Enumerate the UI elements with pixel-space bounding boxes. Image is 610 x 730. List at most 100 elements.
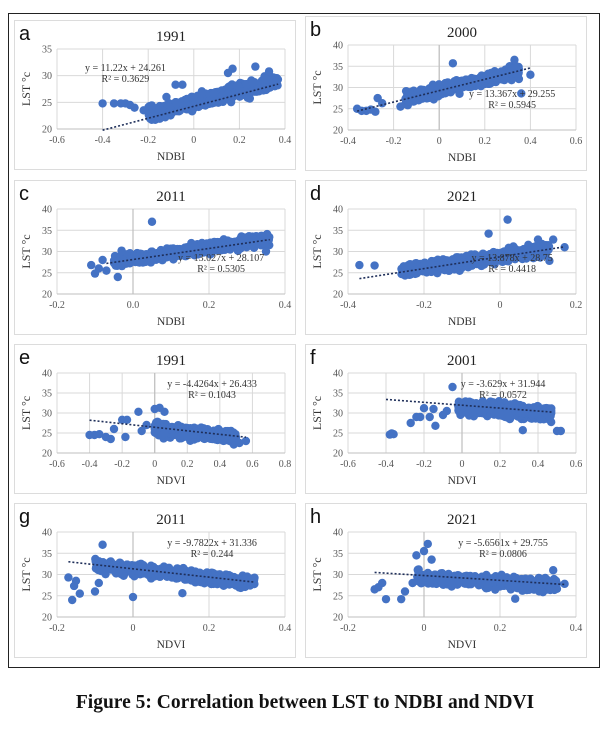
x-tick-label: 0.4: [570, 623, 583, 634]
data-point: [511, 594, 520, 603]
x-axis-label: NDBI: [157, 316, 185, 328]
panel-letter-f: f: [310, 347, 316, 369]
y-axis-label: LST °c: [310, 234, 324, 268]
x-axis-label: NDVI: [157, 639, 186, 651]
y-tick-label: 20: [333, 126, 343, 137]
chart-title: 2021: [447, 512, 477, 528]
data-point: [95, 430, 104, 439]
x-tick-label: 0.0: [127, 300, 140, 311]
trendline: [359, 245, 565, 280]
y-tick-label: 30: [333, 247, 343, 258]
data-point: [381, 594, 391, 604]
data-point: [87, 260, 96, 270]
data-point: [522, 581, 531, 591]
y-tick-label: 30: [42, 570, 52, 581]
data-point: [474, 405, 484, 415]
data-point: [206, 250, 215, 259]
data-point: [412, 269, 421, 278]
data-point: [157, 251, 166, 260]
y-tick-label: 40: [42, 528, 52, 539]
data-point: [162, 244, 172, 253]
data-point: [232, 81, 242, 90]
data-point: [437, 576, 446, 585]
x-tick-label: 0.4: [532, 459, 545, 470]
data-point: [171, 80, 180, 89]
data-point: [264, 67, 274, 76]
data-point: [371, 107, 380, 116]
x-tick-label: 0.4: [214, 459, 227, 470]
data-point: [102, 266, 111, 275]
data-point: [190, 243, 199, 253]
x-tick-label: 0.4: [279, 135, 292, 146]
data-point: [264, 232, 274, 242]
x-tick-label: 0.8: [279, 459, 292, 470]
data-point: [121, 432, 130, 442]
chart-panel-a: a 1991 20 25 30 35 -0.6 -0.4 -0.2 0 0.2 0.4 NDBI LST …: [14, 20, 296, 170]
data-point: [213, 239, 223, 248]
y-tick-label: 40: [333, 41, 343, 52]
data-point: [209, 89, 219, 98]
data-point: [94, 264, 104, 273]
y-tick-label: 25: [333, 429, 343, 440]
data-point: [109, 99, 119, 108]
data-point: [412, 551, 421, 560]
data-point: [560, 579, 569, 589]
data-point: [162, 92, 171, 102]
x-tick-label: -0.2: [416, 300, 432, 311]
data-point: [503, 215, 512, 224]
x-tick-label: -0.4: [82, 459, 98, 470]
data-point: [517, 89, 526, 98]
data-point: [233, 574, 243, 583]
y-tick-label: 40: [333, 528, 343, 539]
y-tick-label: 30: [333, 83, 343, 94]
data-point: [213, 434, 222, 443]
chart-h: 2021 20 25 30 35 40 -0.2 0 0.2 0.4 NDVI LST °c y = -…: [310, 512, 583, 651]
data-point: [496, 252, 505, 261]
r-squared-label: R² = 0.0572: [479, 390, 527, 401]
data-point: [119, 255, 128, 265]
y-tick-label: 35: [42, 45, 52, 56]
data-point: [134, 407, 143, 416]
data-point: [167, 252, 176, 261]
data-point: [442, 406, 451, 416]
chart-panel-g: g 2011 20 25 30 35 40 -0.2 0 0.2 0.4 NDVI LST °c y = …: [14, 503, 296, 658]
chart-title: 2000: [447, 25, 477, 41]
data-point: [429, 404, 438, 414]
data-point: [113, 272, 123, 282]
y-tick-label: 30: [333, 409, 343, 420]
y-tick-label: 25: [333, 591, 343, 602]
x-tick-label: 0.2: [494, 459, 507, 470]
x-tick-label: 0.2: [203, 623, 216, 634]
y-tick-label: 20: [42, 290, 52, 301]
r-squared-label: R² = 0.5945: [488, 100, 536, 111]
x-tick-label: -0.2: [416, 459, 432, 470]
data-point: [530, 244, 540, 253]
x-axis-label: NDVI: [448, 475, 477, 487]
trendline-equation: y = 13.367x + 29.255: [469, 89, 555, 100]
chart-panel-f: f 2001 20 25 30 35 40 -0.6 -0.4 -0.2 0 0.2 0.4 0.6 NDV…: [305, 344, 587, 494]
data-point: [405, 259, 415, 269]
x-tick-label: -0.4: [378, 459, 394, 470]
y-axis-label: LST °c: [19, 234, 33, 268]
data-point: [533, 580, 543, 589]
data-point: [496, 404, 505, 413]
data-point: [228, 64, 237, 73]
data-point: [396, 102, 405, 111]
data-point: [425, 412, 434, 422]
data-point: [98, 540, 107, 549]
panel-letter-c: c: [19, 183, 29, 205]
x-axis-label: NDVI: [157, 475, 186, 487]
trendline: [68, 560, 255, 583]
x-axis-label: NDBI: [448, 316, 476, 328]
data-point: [545, 256, 554, 266]
chart-g: 2011 20 25 30 35 40 -0.2 0 0.2 0.4 NDVI LST °c y = -…: [19, 512, 291, 651]
data-point: [355, 260, 364, 270]
data-point: [137, 426, 146, 436]
data-point: [260, 238, 269, 248]
data-point: [199, 424, 208, 433]
chart-title: 2001: [447, 353, 477, 369]
data-point: [446, 80, 455, 89]
data-point: [406, 418, 415, 428]
data-point: [389, 430, 398, 439]
data-point: [188, 101, 198, 110]
